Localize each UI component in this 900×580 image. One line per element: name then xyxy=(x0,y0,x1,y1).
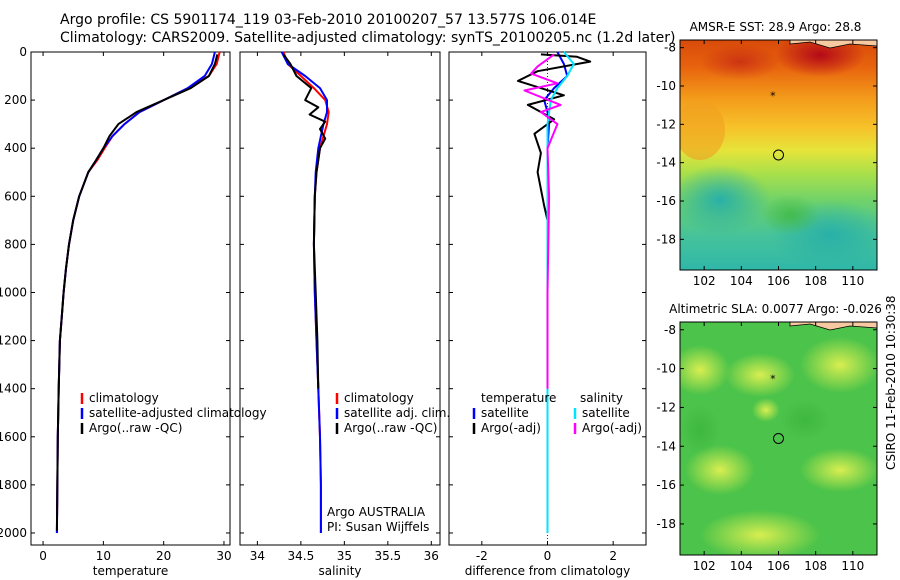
panel-2-xtick-label: 34 xyxy=(250,549,265,563)
sst-map-image xyxy=(680,40,877,270)
panel-2-xtick-label: 35.5 xyxy=(374,549,401,563)
panel-3-xtick-label: -2 xyxy=(476,549,488,563)
map-2-xtick-label: 110 xyxy=(841,559,864,573)
legend-label: climatology xyxy=(344,391,414,405)
map-2-ytick-label: -8 xyxy=(664,323,676,337)
legend-heading: salinity xyxy=(580,391,623,405)
panel-1-series-1 xyxy=(55,51,221,534)
map-1-ytick-label: -12 xyxy=(656,117,676,131)
panel-3-series-4 xyxy=(523,53,562,389)
panel-3-series-3 xyxy=(546,51,575,533)
map-1-title: AMSR-E SST: 28.9 Argo: 28.8 xyxy=(690,20,862,34)
map-1-ytick-label: -14 xyxy=(656,156,676,170)
legend-label: Argo(..raw -QC) xyxy=(89,421,182,435)
panel-3-xlabel: difference from climatology xyxy=(465,564,631,578)
depth-tick-label: 1800 xyxy=(0,478,27,492)
panel-3-series-2 xyxy=(517,53,592,531)
attribution-text: Argo AUSTRALIA xyxy=(327,505,426,519)
panel-2-xtick-label: 34.5 xyxy=(288,549,315,563)
sla-map-image xyxy=(680,322,877,555)
map-1-xtick-label: 110 xyxy=(841,274,864,288)
map-2-title: Altimetric SLA: 0.0077 Argo: -0.026 xyxy=(669,302,882,316)
map-2-ytick-label: -18 xyxy=(656,517,676,531)
legend-label: satellite adj. clim. xyxy=(344,406,450,420)
map-1-xtick-label: 102 xyxy=(693,274,716,288)
map-2-ytick-label: -16 xyxy=(656,478,676,492)
map-1-xtick-label: 106 xyxy=(767,274,790,288)
panel-1-xtick-label: 30 xyxy=(216,549,231,563)
panel-3-xtick-label: 0 xyxy=(544,549,552,563)
panel-2-series-2 xyxy=(280,51,328,533)
map-1-ytick-label: -18 xyxy=(656,232,676,246)
depth-tick-label: 0 xyxy=(19,45,27,59)
map-2-ytick-label: -12 xyxy=(656,400,676,414)
map-1-ytick-label: -10 xyxy=(656,79,676,93)
profile-location-marker xyxy=(773,149,784,161)
previous-profile-marker: * xyxy=(770,372,776,385)
depth-tick-label: 2000 xyxy=(0,526,27,540)
map-1-xtick-label: 104 xyxy=(730,274,753,288)
profile-location-marker xyxy=(773,433,784,444)
panel-1-xtick-label: 0 xyxy=(39,549,47,563)
panel-2-frame xyxy=(239,51,441,546)
map-2-xtick-label: 106 xyxy=(767,559,790,573)
map-1-ytick-label: -16 xyxy=(656,194,676,208)
figure-title-line-2: Climatology: CARS2009. Satellite-adjuste… xyxy=(60,30,676,46)
previous-profile-marker: * xyxy=(770,90,776,103)
panel-1-xtick-label: 20 xyxy=(156,549,171,563)
panel-2-series-1 xyxy=(282,51,330,533)
map-2-ytick-label: -14 xyxy=(656,439,676,453)
panel-2-xlabel: salinity xyxy=(318,564,361,578)
panel-1-xtick-label: 10 xyxy=(96,549,111,563)
map-2-xtick-label: 102 xyxy=(693,559,716,573)
attribution-text: PI: Susan Wijffels xyxy=(327,520,429,534)
depth-tick-label: 800 xyxy=(4,237,27,251)
legend-label: satellite xyxy=(582,406,630,420)
panel-1-series-2 xyxy=(55,51,216,534)
panel-2-xtick-label: 35 xyxy=(337,549,352,563)
panel-2-xtick-label: 36 xyxy=(424,549,439,563)
depth-tick-label: 1200 xyxy=(0,334,27,348)
depth-tick-label: 400 xyxy=(4,141,27,155)
legend-label: satellite-adjusted climatology xyxy=(89,406,267,420)
depth-tick-label: 200 xyxy=(4,93,27,107)
depth-tick-label: 1600 xyxy=(0,430,27,444)
panel-2-series-3 xyxy=(282,53,327,389)
legend-label: Argo(..raw -QC) xyxy=(344,421,437,435)
map-1-xtick-label: 108 xyxy=(804,274,827,288)
panel-1-xlabel: temperature xyxy=(93,564,168,578)
depth-tick-label: 600 xyxy=(4,189,27,203)
legend-label: Argo(-adj) xyxy=(481,421,541,435)
map-2-xtick-label: 108 xyxy=(804,559,827,573)
legend-label: satellite xyxy=(481,406,529,420)
legend-label: climatology xyxy=(89,391,159,405)
depth-tick-label: 1000 xyxy=(0,285,27,299)
panel-1-series-3 xyxy=(55,54,219,531)
map-2-xtick-label: 104 xyxy=(730,559,753,573)
map-2-ytick-label: -10 xyxy=(656,362,676,376)
panel-3-xtick-label: 2 xyxy=(609,549,617,563)
map-1-ytick-label: -8 xyxy=(664,41,676,55)
legend-heading: temperature xyxy=(481,391,556,405)
panel-1-frame xyxy=(30,51,231,546)
depth-tick-label: 1400 xyxy=(0,382,27,396)
credit-stamp: CSIRO 11-Feb-2010 10:30:38 xyxy=(884,295,898,470)
legend-label: Argo(-adj) xyxy=(582,421,642,435)
figure-title-line-1: Argo profile: CS 5901174_119 03-Feb-2010… xyxy=(60,12,597,28)
